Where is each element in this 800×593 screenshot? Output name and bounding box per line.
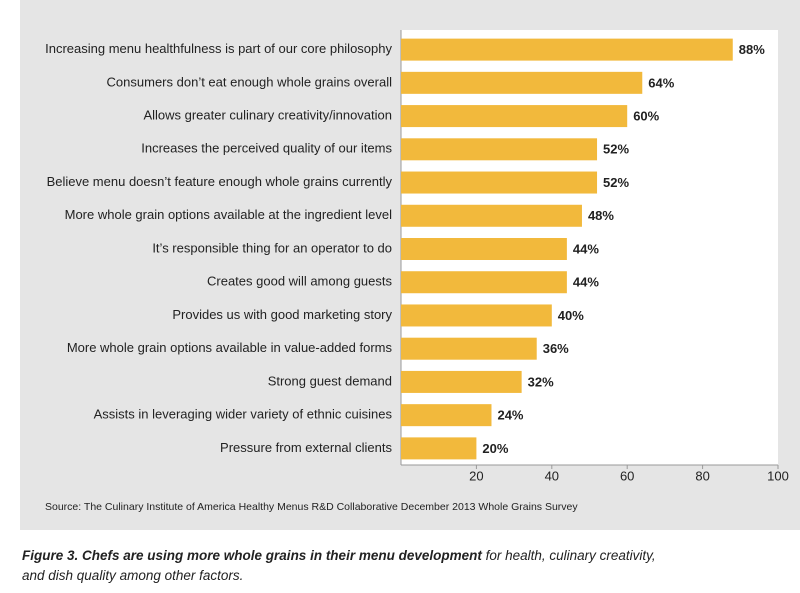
bar (401, 304, 552, 327)
category-label: Pressure from external clients (220, 440, 392, 455)
bar (401, 204, 582, 227)
value-label: 48% (588, 208, 614, 223)
bar (401, 171, 598, 194)
category-label: Increases the perceived quality of our i… (141, 141, 392, 156)
category-label: More whole grain options available in va… (67, 340, 393, 355)
category-label: Increasing menu healthfulness is part of… (45, 41, 392, 56)
value-label: 40% (558, 308, 584, 323)
caption: Figure 3. Chefs are using more whole gra… (22, 546, 672, 586)
x-tick-label: 100 (767, 468, 789, 483)
caption-text: for health, culinary creativity, and dis… (22, 548, 656, 583)
value-label: 64% (648, 75, 674, 90)
bar (401, 238, 567, 260)
value-label: 24% (497, 408, 523, 423)
x-tick-label: 60 (620, 468, 634, 483)
category-label: Provides us with good marketing story (172, 307, 392, 322)
value-label: 44% (573, 275, 599, 290)
chart: Source: The Culinary Institute of Americ… (20, 0, 800, 530)
value-label: 20% (482, 441, 508, 456)
category-label: More whole grain options available at th… (65, 207, 392, 222)
category-label: Consumers don’t eat enough whole grains … (107, 74, 393, 89)
bar (401, 138, 598, 161)
value-label: 52% (603, 175, 629, 190)
value-label: 88% (739, 42, 765, 57)
caption-bold: Figure 3. Chefs are using more whole gra… (22, 548, 482, 563)
x-tick-label: 20 (469, 468, 483, 483)
source-note: Source: The Culinary Institute of Americ… (45, 501, 578, 513)
bar (401, 337, 537, 360)
bar (401, 105, 628, 128)
value-label: 52% (603, 142, 629, 157)
value-label: 36% (543, 341, 569, 356)
x-tick-label: 80 (695, 468, 709, 483)
category-label: Allows greater culinary creativity/innov… (143, 108, 392, 123)
category-label: Strong guest demand (268, 373, 392, 388)
bar (401, 437, 477, 460)
bar (401, 38, 733, 61)
category-label: Assists in leveraging wider variety of e… (94, 407, 393, 422)
bar (401, 404, 492, 427)
bar (401, 71, 643, 94)
value-label: 32% (528, 374, 554, 389)
category-label: It’s responsible thing for an operator t… (152, 240, 392, 255)
x-tick-label: 40 (545, 468, 559, 483)
category-label: Creates good will among guests (207, 274, 392, 289)
category-label: Believe menu doesn’t feature enough whol… (47, 174, 393, 189)
bar (401, 370, 522, 393)
value-label: 44% (573, 241, 599, 256)
value-label: 60% (633, 109, 659, 124)
bar (401, 271, 567, 294)
